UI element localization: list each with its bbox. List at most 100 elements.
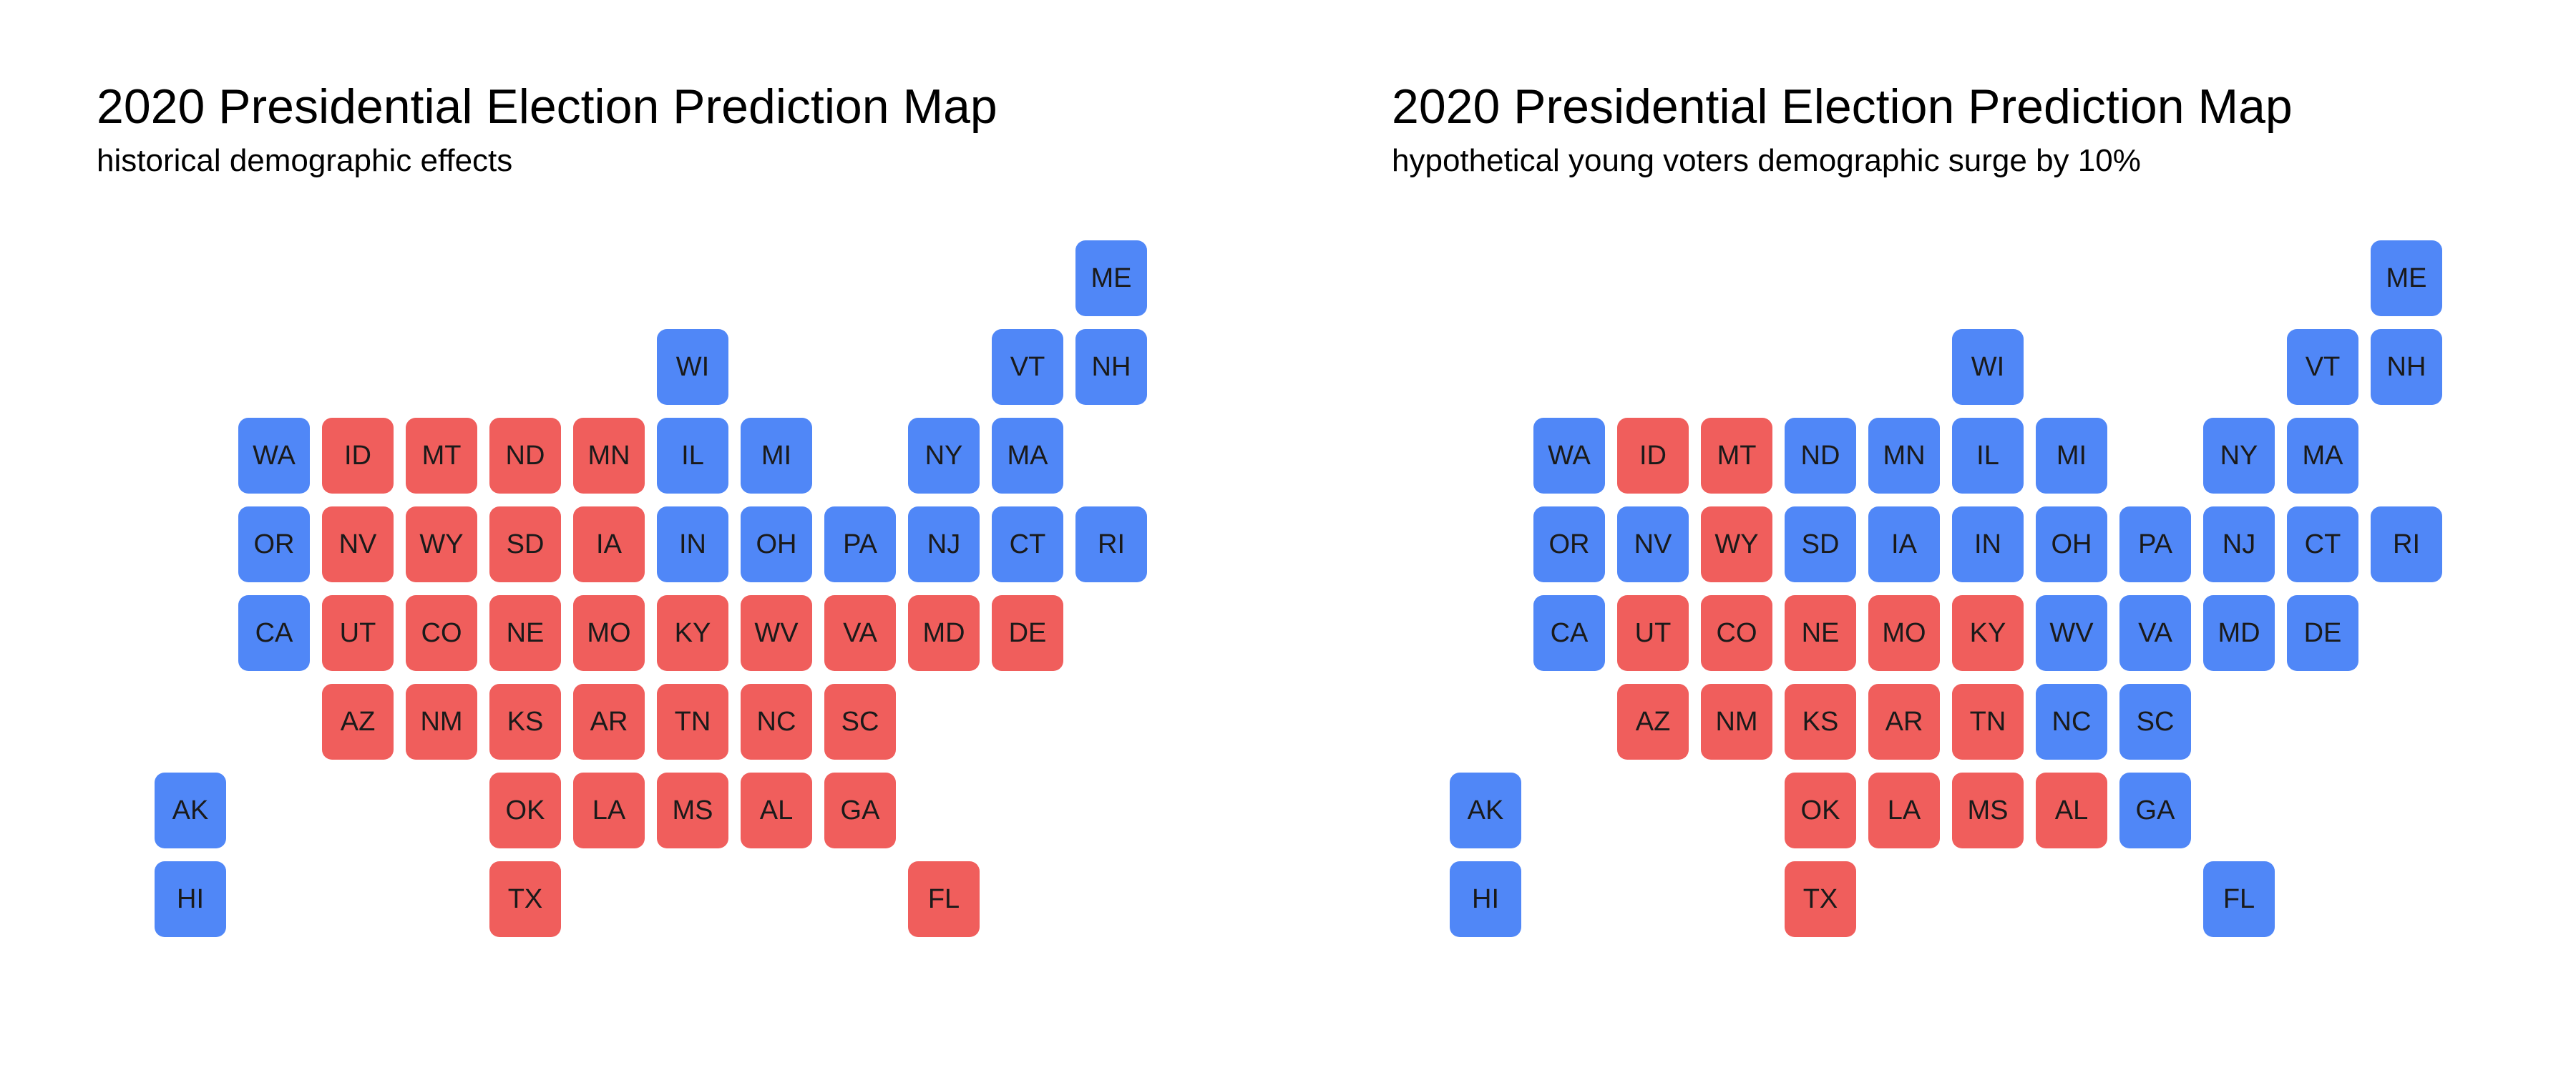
state-tile-la: LA [573,773,645,848]
state-tile-ar: AR [1868,684,1940,760]
state-tile-ks: KS [1785,684,1856,760]
state-tile-va: VA [2119,595,2191,671]
state-tile-wi: WI [657,329,728,405]
state-tile-ri: RI [2371,506,2442,582]
state-tile-wv: WV [2036,595,2107,671]
state-tile-ut: UT [1617,595,1689,671]
state-tile-mn: MN [1868,418,1940,494]
state-tile-nm: NM [1701,684,1772,760]
state-tile-il: IL [1952,418,2024,494]
state-tile-tx: TX [1785,861,1856,937]
state-tile-ar: AR [573,684,645,760]
state-tile-ky: KY [657,595,728,671]
state-tile-ca: CA [238,595,310,671]
state-tile-mo: MO [1868,595,1940,671]
state-tile-co: CO [1701,595,1772,671]
state-tile-wy: WY [406,506,477,582]
state-tile-mn: MN [573,418,645,494]
state-tile-or: OR [238,506,310,582]
state-tile-ky: KY [1952,595,2024,671]
state-tile-ct: CT [2287,506,2358,582]
state-tile-ca: CA [1533,595,1605,671]
state-tile-wv: WV [741,595,812,671]
state-tile-ne: NE [489,595,561,671]
map-panel-left: 2020 Presidential Election Prediction Ma… [97,79,1147,937]
state-tile-ct: CT [992,506,1063,582]
state-tile-nv: NV [322,506,394,582]
state-tile-ny: NY [908,418,980,494]
state-tile-ok: OK [489,773,561,848]
state-tile-grid: ME WI VT NH WA ID MT ND MN IL MI NY MA OR NV WY SD IA IN OH… [1295,0,2576,1073]
state-tile-de: DE [992,595,1063,671]
state-tile-wy: WY [1701,506,1772,582]
state-tile-nh: NH [1075,329,1147,405]
state-tile-ga: GA [824,773,896,848]
map-subtitle: hypothetical young voters demographic su… [1392,143,2141,178]
state-tile-az: AZ [1617,684,1689,760]
state-tile-al: AL [741,773,812,848]
state-tile-tn: TN [1952,684,2024,760]
state-tile-nm: NM [406,684,477,760]
state-tile-mt: MT [1701,418,1772,494]
state-tile-de: DE [2287,595,2358,671]
state-tile-ia: IA [573,506,645,582]
state-tile-va: VA [824,595,896,671]
state-tile-il: IL [657,418,728,494]
state-tile-id: ID [322,418,394,494]
state-tile-pa: PA [2119,506,2191,582]
state-tile-or: OR [1533,506,1605,582]
state-tile-pa: PA [824,506,896,582]
state-tile-sd: SD [489,506,561,582]
state-tile-oh: OH [741,506,812,582]
state-tile-sd: SD [1785,506,1856,582]
state-tile-vt: VT [2287,329,2358,405]
state-tile-ks: KS [489,684,561,760]
state-tile-nv: NV [1617,506,1689,582]
state-tile-nj: NJ [2203,506,2275,582]
state-tile-ia: IA [1868,506,1940,582]
state-tile-ga: GA [2119,773,2191,848]
state-tile-fl: FL [2203,861,2275,937]
state-tile-az: AZ [322,684,394,760]
map-title: 2020 Presidential Election Prediction Ma… [97,79,997,134]
state-tile-mt: MT [406,418,477,494]
map-title: 2020 Presidential Election Prediction Ma… [1392,79,2293,134]
state-tile-sc: SC [824,684,896,760]
state-tile-ut: UT [322,595,394,671]
state-tile-wi: WI [1952,329,2024,405]
state-tile-tx: TX [489,861,561,937]
state-tile-id: ID [1617,418,1689,494]
state-tile-nc: NC [2036,684,2107,760]
state-tile-nd: ND [1785,418,1856,494]
state-tile-ms: MS [657,773,728,848]
state-tile-ri: RI [1075,506,1147,582]
state-tile-mo: MO [573,595,645,671]
state-tile-mi: MI [741,418,812,494]
state-tile-nc: NC [741,684,812,760]
state-tile-md: MD [908,595,980,671]
state-tile-vt: VT [992,329,1063,405]
state-tile-ma: MA [2287,418,2358,494]
state-tile-nh: NH [2371,329,2442,405]
state-tile-sc: SC [2119,684,2191,760]
state-tile-nj: NJ [908,506,980,582]
state-tile-me: ME [2371,240,2442,316]
state-tile-in: IN [1952,506,2024,582]
state-tile-wa: WA [1533,418,1605,494]
state-tile-me: ME [1075,240,1147,316]
state-tile-ak: AK [1450,773,1521,848]
state-tile-hi: HI [155,861,226,937]
map-panel-right: 2020 Presidential Election Prediction Ma… [1295,0,2576,1073]
state-tile-tn: TN [657,684,728,760]
state-tile-co: CO [406,595,477,671]
state-tile-ma: MA [992,418,1063,494]
state-tile-nd: ND [489,418,561,494]
state-tile-hi: HI [1450,861,1521,937]
state-tile-oh: OH [2036,506,2107,582]
map-subtitle: historical demographic effects [97,143,513,178]
state-tile-ne: NE [1785,595,1856,671]
state-tile-al: AL [2036,773,2107,848]
state-tile-wa: WA [238,418,310,494]
state-tile-fl: FL [908,861,980,937]
state-tile-ak: AK [155,773,226,848]
